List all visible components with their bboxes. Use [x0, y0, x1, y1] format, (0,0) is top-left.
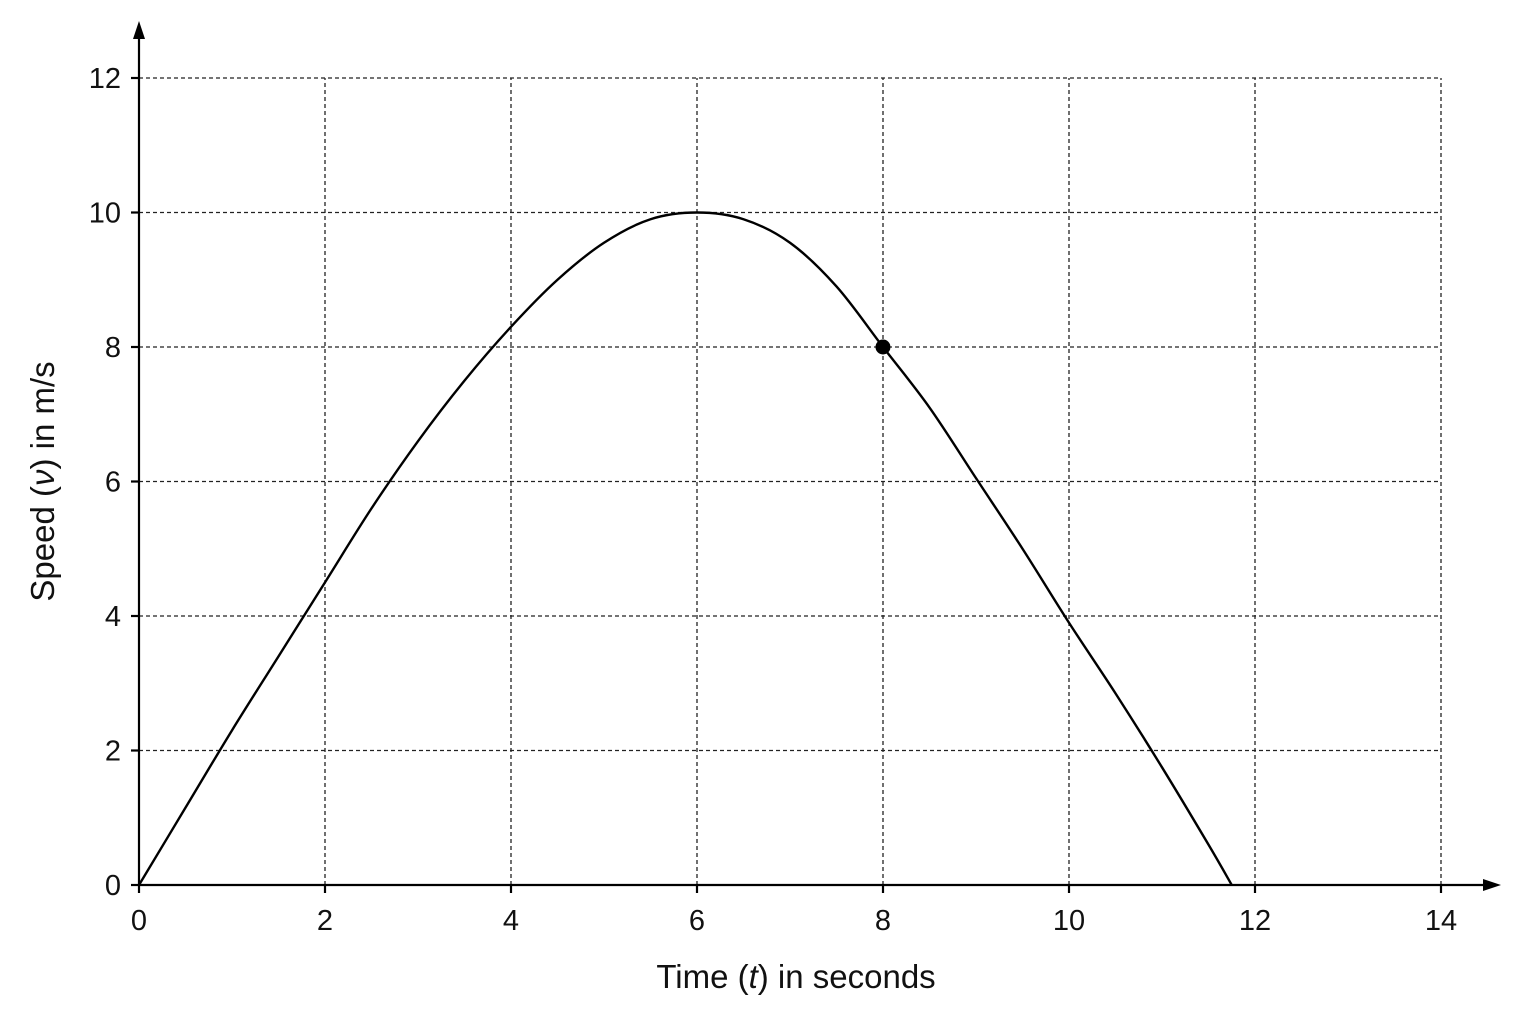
- x-tick-label: 12: [1239, 905, 1271, 937]
- x-axis-title: Time (t) in seconds: [656, 958, 935, 995]
- y-tick-label: 2: [105, 736, 121, 768]
- x-tick-label: 2: [317, 905, 333, 937]
- y-tick-label: 10: [89, 198, 121, 230]
- y-tick-label: 12: [89, 63, 121, 95]
- x-axis-arrow: [1483, 879, 1501, 891]
- highlighted-point: [875, 339, 891, 355]
- x-tick-labels: 0 2 4 6 8 10 12 14: [131, 885, 1457, 937]
- y-tick-label: 8: [105, 332, 121, 364]
- y-tick-label: 0: [105, 870, 121, 902]
- x-tick-label: 14: [1425, 905, 1457, 937]
- axes: [133, 21, 1501, 891]
- speed-curve: [137, 211, 1233, 886]
- y-tick-labels: 0 2 4 6 8 10 12: [89, 63, 139, 902]
- x-tick-label: 4: [503, 905, 519, 937]
- x-tick-label: 0: [131, 905, 147, 937]
- y-axis-title-suffix: ) in m/s: [24, 361, 61, 469]
- y-tick-label: 4: [105, 601, 121, 633]
- y-axis-arrow: [133, 21, 145, 39]
- x-axis-title-variable: t: [749, 958, 760, 995]
- x-tick-label: 6: [689, 905, 705, 937]
- x-tick-label: 10: [1053, 905, 1085, 937]
- y-axis-title-prefix: Speed (: [24, 486, 61, 602]
- y-tick-label: 6: [105, 467, 121, 499]
- x-tick-label: 8: [875, 905, 891, 937]
- y-axis-title-variable: ν: [24, 469, 61, 486]
- y-axis-title: Speed (ν) in m/s: [24, 361, 61, 601]
- grid: [139, 77, 1442, 885]
- x-axis-title-prefix: Time (: [656, 958, 748, 995]
- x-axis-title-suffix: ) in seconds: [758, 958, 936, 995]
